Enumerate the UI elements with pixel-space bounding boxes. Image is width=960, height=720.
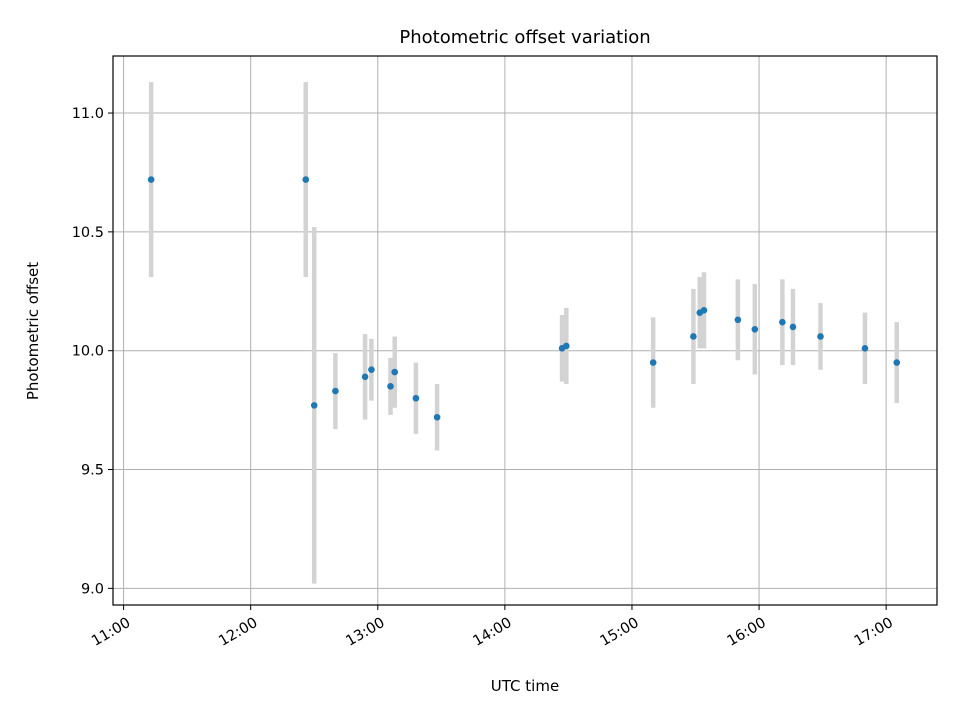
y-tick-label: 10.5	[72, 225, 104, 241]
data-point	[779, 318, 786, 326]
data-point	[789, 323, 797, 331]
y-axis-title: Photometric offset	[24, 262, 42, 400]
data-point	[893, 359, 901, 366]
plot-frame	[112, 55, 938, 606]
data-point	[690, 333, 697, 340]
y-tick-label: 10.0	[72, 344, 104, 360]
data-point	[817, 333, 824, 340]
y-tick-label: 9.5	[81, 463, 104, 479]
data-point	[412, 394, 420, 402]
y-axis-ticks: 9.0 9.5 10.0 10.5 11.0	[72, 106, 113, 597]
data-point	[751, 326, 759, 333]
data-point-layer	[147, 176, 901, 421]
data-point	[387, 383, 394, 390]
chart-title: Photometric offset variation	[399, 27, 650, 48]
y-tick-label: 9.0	[81, 581, 104, 597]
data-point	[368, 366, 375, 374]
data-point	[861, 345, 869, 352]
data-point	[302, 176, 310, 183]
data-point	[649, 359, 657, 366]
data-point	[391, 368, 399, 376]
y-tick-label: 11.0	[72, 106, 104, 122]
data-point	[563, 342, 570, 350]
data-point	[700, 306, 708, 314]
data-point	[433, 413, 441, 421]
grid-layer	[113, 56, 937, 605]
data-point	[734, 316, 742, 324]
data-point	[361, 373, 369, 381]
data-point	[147, 176, 155, 183]
data-point	[310, 402, 318, 409]
x-axis-title: UTC time	[491, 677, 559, 695]
data-point	[332, 387, 339, 395]
